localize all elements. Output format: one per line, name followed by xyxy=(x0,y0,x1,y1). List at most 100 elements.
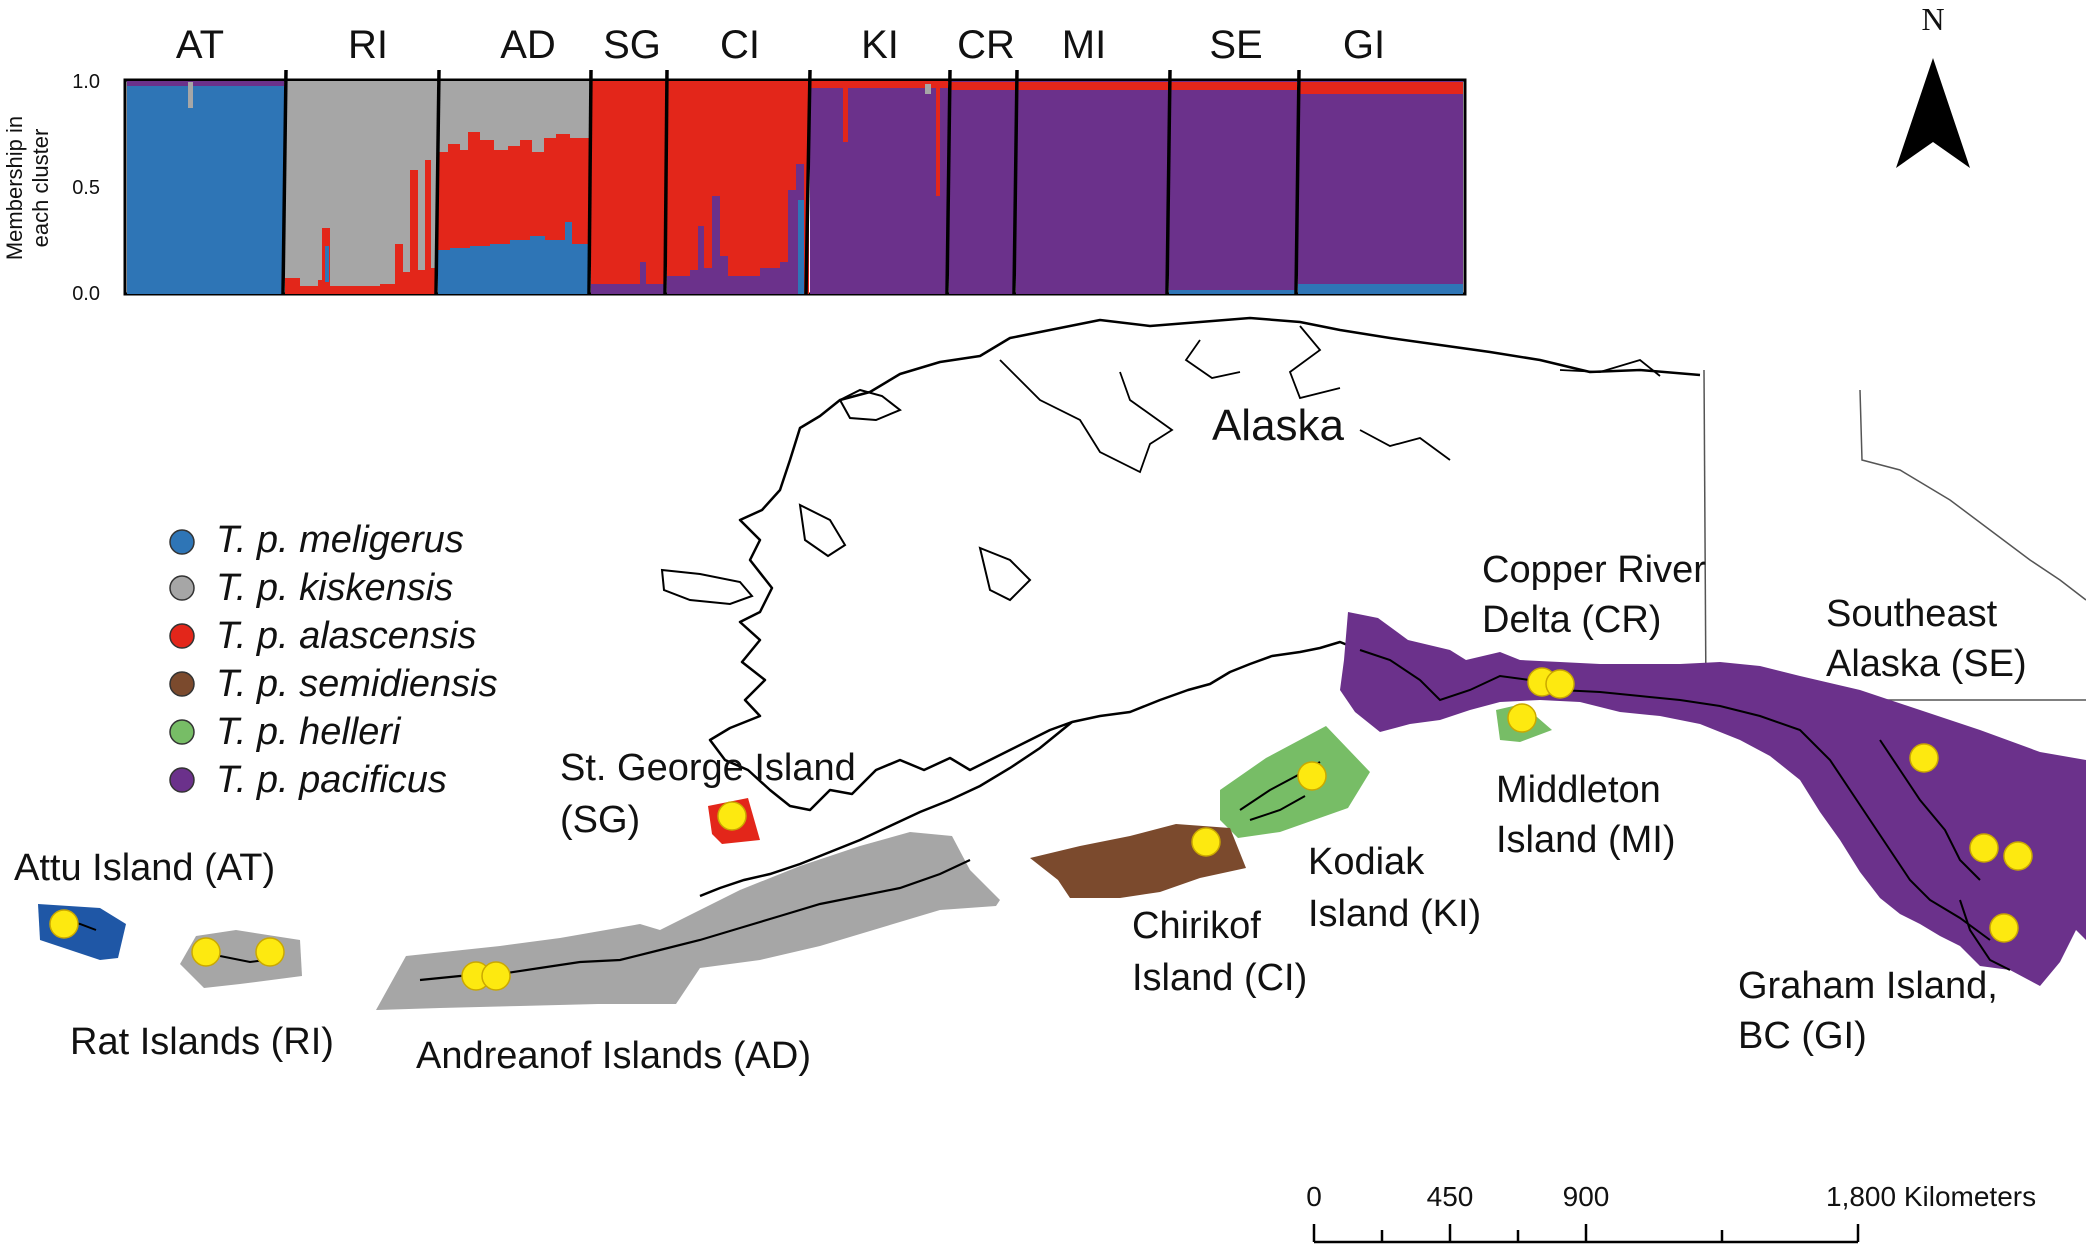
bars-at xyxy=(127,81,284,294)
aleutian-islands-chain xyxy=(419,859,971,982)
pop-label-ci: CI xyxy=(720,23,760,67)
legend-swatch xyxy=(169,623,195,649)
legend-swatch xyxy=(169,767,195,793)
bars-ri xyxy=(285,81,437,294)
scale-label-0: 0 xyxy=(1306,1181,1322,1212)
pop-label-mi: MI xyxy=(1062,23,1106,67)
at-grey-spike xyxy=(188,82,193,108)
pop-label-ri: RI xyxy=(348,23,388,67)
structure-plot: 1.0 0.5 0.0 Membership in each cluster A… xyxy=(2,23,1467,305)
alaska-interior-detail xyxy=(999,325,1661,474)
se-alaska-coastline xyxy=(1359,649,2011,971)
label-ri: Rat Islands (RI) xyxy=(70,1021,334,1063)
at-top xyxy=(127,81,284,86)
divider xyxy=(281,69,288,295)
site-marker-sg xyxy=(717,801,747,831)
legend-label: T. p. alascensis xyxy=(216,615,477,657)
cr-mi-se-red-top xyxy=(949,82,1297,90)
legend-label: T. p. pacificus xyxy=(216,759,447,801)
y-axis-label-line2: each cluster xyxy=(28,129,53,248)
cr-purple xyxy=(949,81,1015,294)
y-axis-label-line1: Membership in xyxy=(2,116,27,260)
gi-blue-base xyxy=(1298,284,1463,294)
at-blue xyxy=(127,85,284,294)
site-marker-ki xyxy=(1297,761,1327,791)
legend-swatch xyxy=(169,575,195,601)
pop-label-ki: KI xyxy=(861,23,899,67)
ci-red xyxy=(667,81,809,294)
label-ki-1: Kodiak xyxy=(1308,841,1425,883)
legend: T. p. meligerus T. p. kiskensis T. p. al… xyxy=(169,519,498,801)
ki-red xyxy=(810,81,948,196)
gi-red-top xyxy=(1298,82,1463,94)
population-labels: AT RI AD SG CI KI CR MI SE GI xyxy=(176,23,1385,67)
west-coast-detail xyxy=(660,388,1032,606)
pop-label-at: AT xyxy=(176,23,224,67)
site-marker-cr xyxy=(1545,669,1575,699)
sg-red xyxy=(591,81,666,294)
sampling-sites xyxy=(49,667,2033,991)
ci-blue xyxy=(798,200,804,294)
legend-item-semidiensis: T. p. semidiensis xyxy=(169,663,498,705)
site-marker-ri xyxy=(191,937,221,967)
label-at: Attu Island (AT) xyxy=(14,847,275,889)
site-marker-ri xyxy=(255,937,285,967)
ki-purple xyxy=(810,81,948,294)
gi-purple xyxy=(1298,81,1463,294)
map-labels: Alaska Attu Island (AT) Rat Islands (RI)… xyxy=(14,401,2027,1077)
pop-label-cr: CR xyxy=(957,23,1015,67)
pop-label-ad: AD xyxy=(500,23,556,67)
site-marker-se xyxy=(1909,743,1939,773)
alaska-peninsula xyxy=(699,721,1073,898)
border-panhandle xyxy=(1859,389,2086,601)
legend-label: T. p. meligerus xyxy=(216,519,464,561)
north-arrow: N xyxy=(1896,1,1970,168)
ri-red-base xyxy=(285,160,437,294)
site-marker-gi xyxy=(2003,841,2033,871)
site-marker-gi xyxy=(1989,913,2019,943)
scale-label-1800: 1,800 Kilometers xyxy=(1826,1181,2036,1212)
scale-label-450: 450 xyxy=(1427,1181,1474,1212)
label-ki-2: Island (KI) xyxy=(1308,893,1481,935)
ytick-label: 1.0 xyxy=(72,71,100,93)
ki-grey xyxy=(925,84,931,94)
label-mi-2: Island (MI) xyxy=(1496,819,1675,861)
legend-item-pacificus: T. p. pacificus xyxy=(169,759,447,801)
divider xyxy=(945,69,952,295)
bars-ki xyxy=(810,81,948,294)
label-sg-1: St. George Island xyxy=(560,747,856,789)
ri-blue-sliver xyxy=(325,246,329,282)
scale-label-900: 900 xyxy=(1563,1181,1610,1212)
label-gi-1: Graham Island, xyxy=(1738,965,1998,1007)
y-axis: 1.0 0.5 0.0 Membership in each cluster xyxy=(2,71,100,305)
divider xyxy=(1012,69,1019,295)
legend-swatch xyxy=(169,719,195,745)
legend-item-meligerus: T. p. meligerus xyxy=(169,519,464,561)
se-blue-base xyxy=(1169,290,1297,294)
north-label: N xyxy=(1921,1,1944,37)
bars-sg xyxy=(591,81,666,294)
legend-item-helleri: T. p. helleri xyxy=(169,711,402,753)
scale-bar: 0 450 900 1,800 Kilometers xyxy=(1306,1181,2036,1244)
label-ci-1: Chirikof xyxy=(1132,905,1261,947)
se-purple xyxy=(1169,81,1297,294)
population-dividers xyxy=(281,69,1301,295)
divider xyxy=(804,69,812,295)
legend-swatch xyxy=(169,671,195,697)
site-marker-ad xyxy=(481,961,511,991)
label-se-1: Southeast xyxy=(1826,593,1998,635)
label-sg-2: (SG) xyxy=(560,799,640,841)
divider xyxy=(587,69,593,295)
divider xyxy=(1165,69,1172,295)
region-pacificus xyxy=(1340,612,2086,986)
legend-swatch xyxy=(169,529,195,555)
mi-purple xyxy=(1016,81,1168,294)
region-helleri-kodiak xyxy=(1220,726,1370,838)
ytick-label: 0.0 xyxy=(72,283,100,305)
site-marker-at xyxy=(49,909,79,939)
alaska-label: Alaska xyxy=(1212,401,1345,450)
divider xyxy=(1294,69,1301,295)
label-se-2: Alaska (SE) xyxy=(1826,643,2027,685)
bars-ci xyxy=(667,81,809,294)
